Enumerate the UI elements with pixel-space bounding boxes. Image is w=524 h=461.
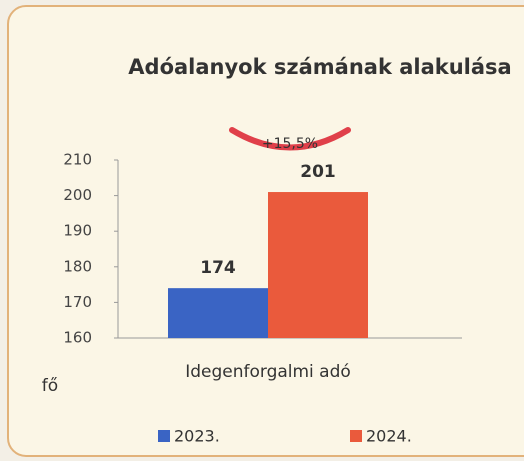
y-tick-label: 210 (63, 151, 92, 169)
y-tick-label: 160 (63, 329, 92, 347)
panel (7, 5, 524, 457)
legend-swatch (350, 430, 362, 442)
data-label: 174 (200, 258, 236, 278)
y-tick-label: 170 (63, 293, 92, 311)
x-tick-label: Idegenforgalmi adó (185, 362, 351, 382)
legend-label: 2023. (174, 427, 220, 446)
legend-swatch (158, 430, 170, 442)
annotation: +15,5% (262, 136, 318, 152)
bar (168, 288, 268, 338)
y-tick-label: 190 (63, 222, 92, 240)
data-label: 201 (300, 162, 336, 182)
growth-arc (229, 127, 351, 151)
chart-title: Adóalanyok számának alakulása (128, 55, 511, 79)
bar (268, 192, 368, 338)
y-tick-label: 180 (63, 257, 92, 275)
y-tick-label: 200 (63, 186, 92, 204)
y-axis-label: fő (42, 376, 58, 396)
legend-label: 2024. (366, 427, 412, 446)
